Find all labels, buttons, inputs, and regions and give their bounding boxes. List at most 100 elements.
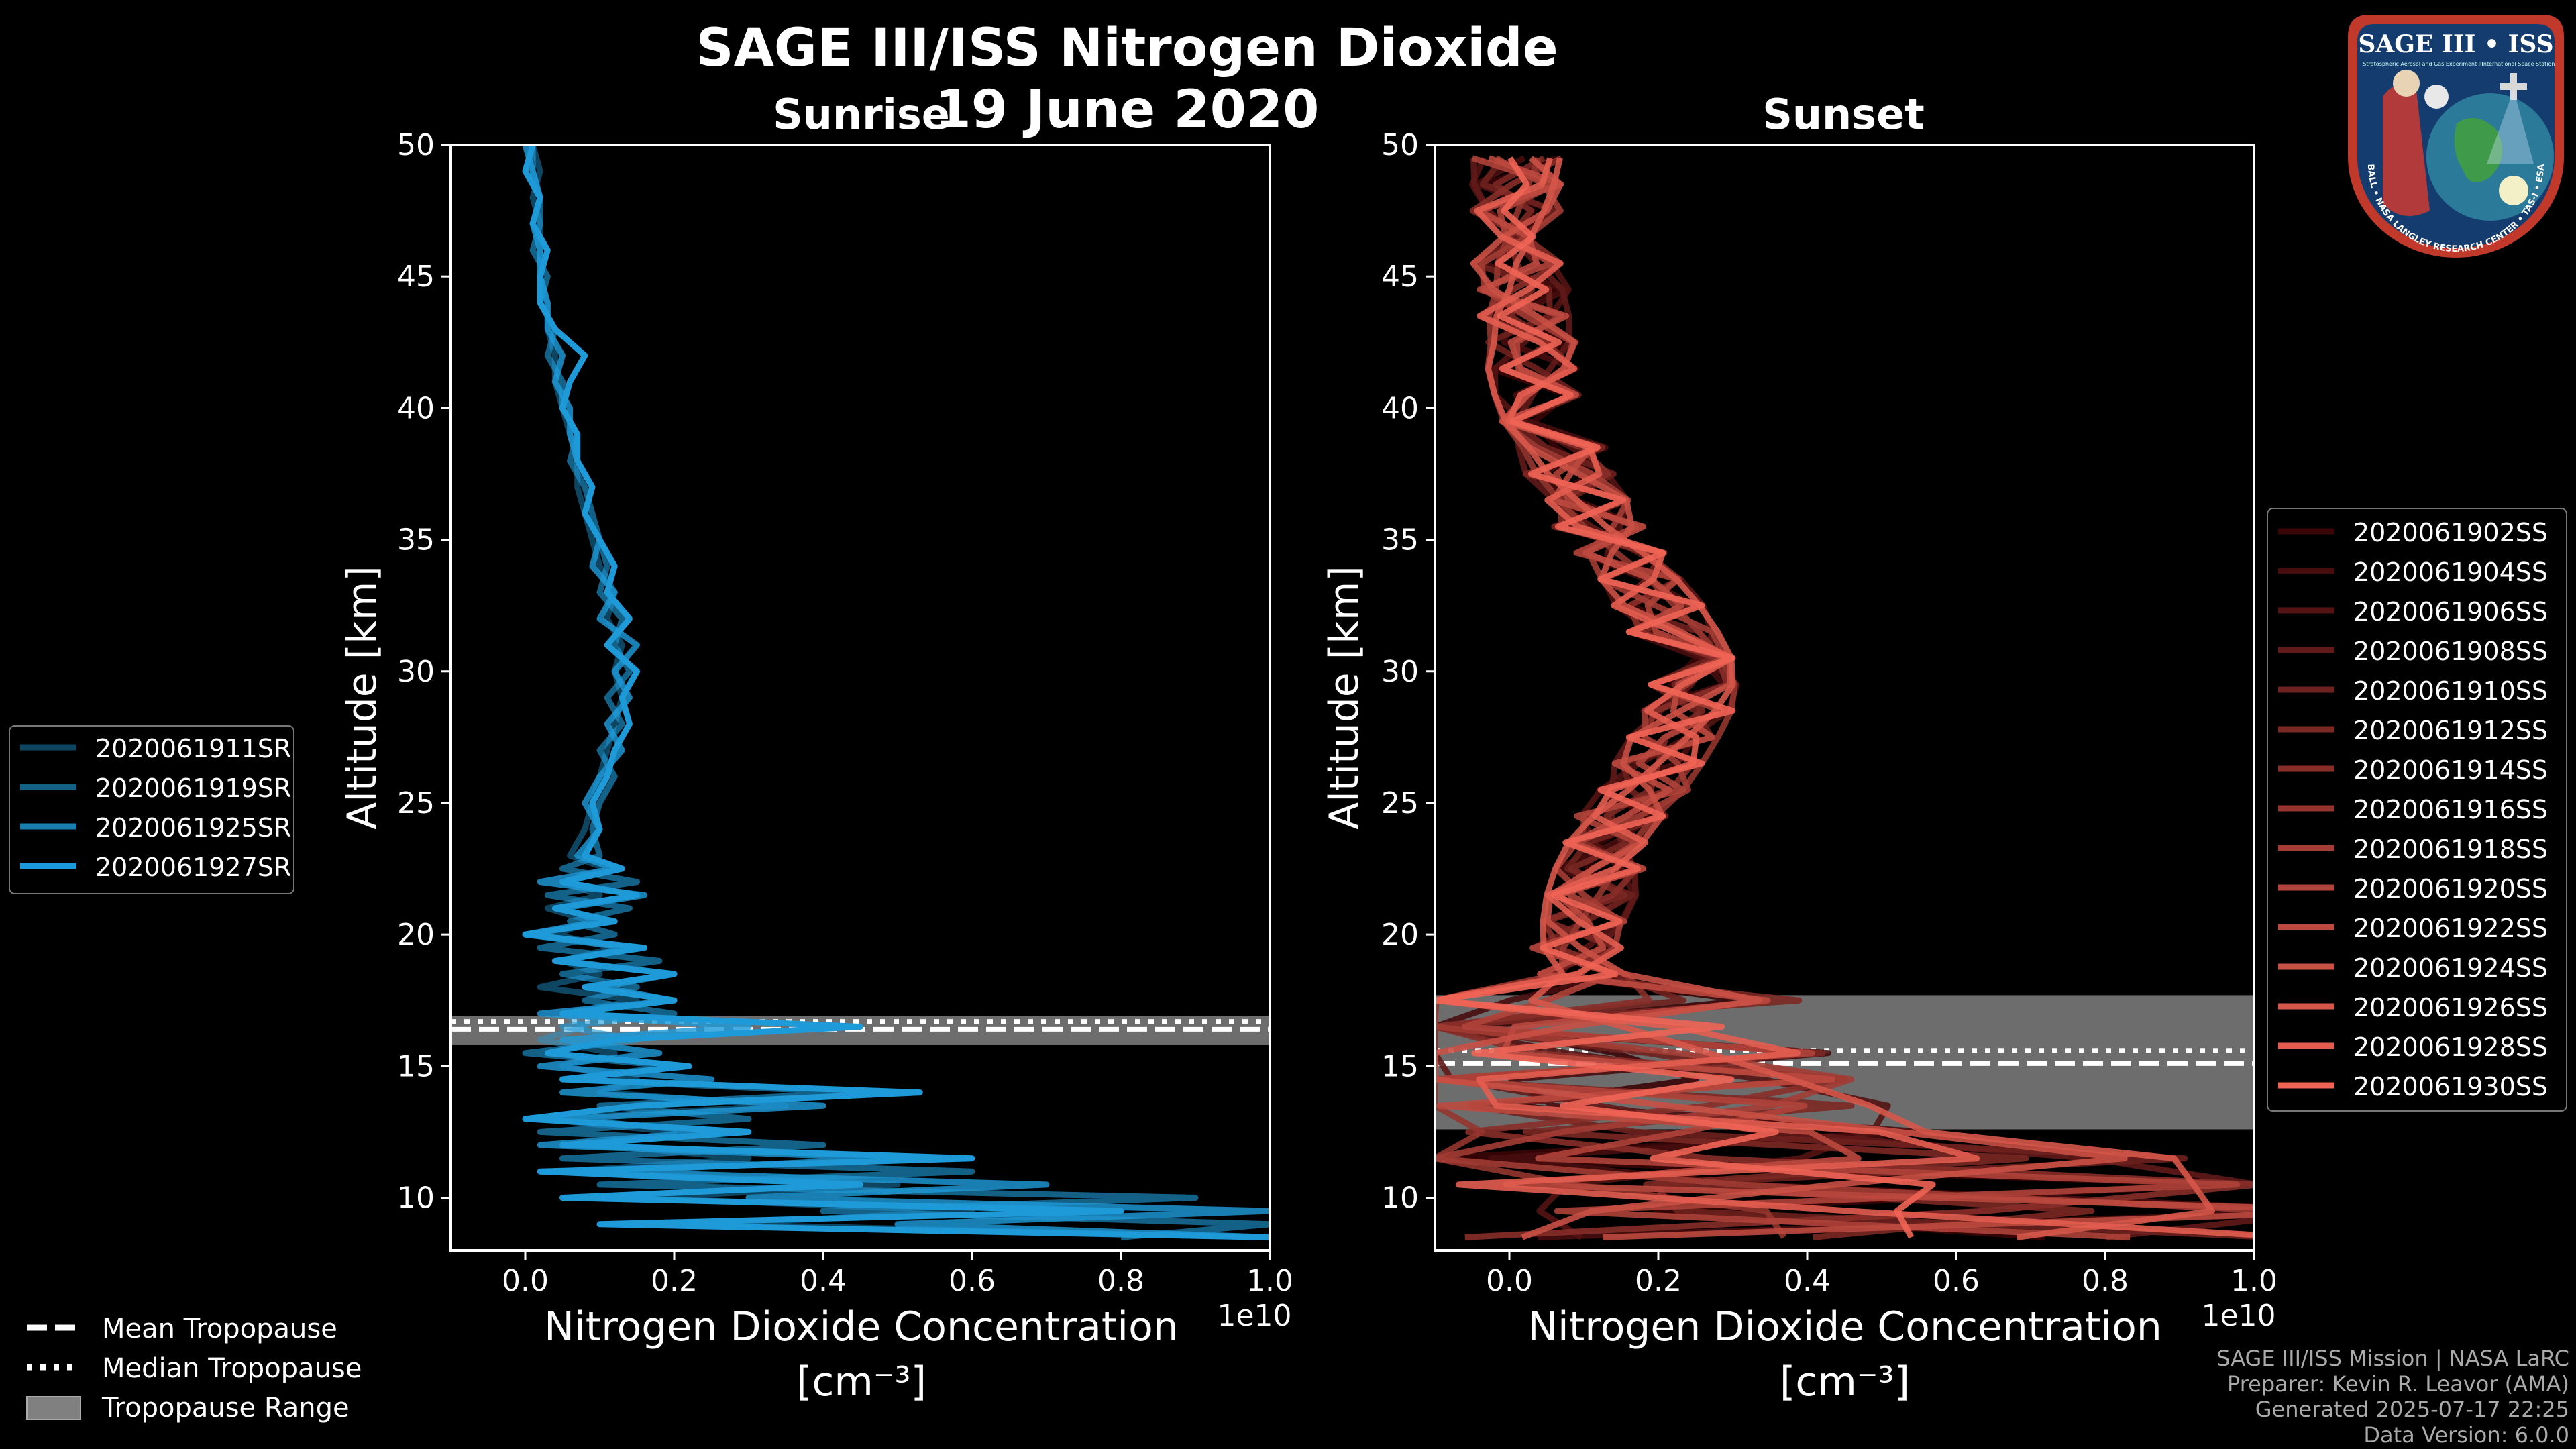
y-tick-label: 15 [1381,1049,1419,1083]
sunset-x-label: Nitrogen Dioxide Concentration [1527,1303,2162,1350]
y-tick-label: 30 [397,655,435,689]
figure-title: SAGE III/ISS Nitrogen Dioxide [696,18,1558,78]
sunrise-legend: 2020061911SR 2020061919SR 2020061925SR 2020… [9,725,294,894]
sunset-legend-label: 2020061906SS [2353,597,2548,627]
y-tick-label: 35 [397,523,435,557]
y-tick-label: 40 [397,391,435,425]
sunset-x-units: [cm⁻³] [1780,1358,1910,1405]
y-tick-label: 20 [397,918,435,952]
sunset-profile-line [1436,155,2254,1240]
sunrise-legend-label: 2020061911SR [95,734,291,763]
figure-date: 19 June 2020 [935,80,1320,140]
sunset-ticks: 0.0 0.2 0.4 0.6 0.8 1.0 10 15 20 25 30 35 40 45 50 [1381,128,2277,1298]
sunset-legend-label: 2020061914SS [2353,755,2548,785]
y-tick-label: 50 [1381,128,1419,162]
sunset-legend-label: 2020061912SS [2353,716,2548,745]
sunrise-legend-label: 2020061927SR [95,853,291,882]
sunset-legend-label: 2020061902SS [2353,518,2548,547]
logo-figure-head [2393,70,2420,97]
sunset-legend-label: 2020061910SS [2353,676,2548,706]
sunrise-legend-label: 2020061919SR [95,773,291,803]
sage-iii-iss-logo: SAGE III • ISS Stratospheric Aerosol and… [2348,15,2564,258]
x-tick-label: 0.0 [502,1264,549,1298]
x-tick-label: 1.0 [2231,1264,2277,1298]
sunset-legend-label: 2020061928SS [2353,1032,2548,1062]
logo-title: SAGE III • ISS [2358,30,2553,58]
median-tropopause-label: Median Tropopause [102,1353,362,1384]
logo-continent [2454,118,2502,182]
y-tick-label: 15 [397,1049,435,1083]
x-tick-label: 0.2 [1635,1264,1682,1298]
y-tick-label: 10 [1381,1181,1419,1216]
sunset-profile-line [1435,156,1936,1239]
x-tick-label: 0.4 [800,1264,847,1298]
sunset-legend-label: 2020061922SS [2353,914,2548,943]
y-tick-label: 20 [1381,918,1419,952]
sunset-profile-line [1435,157,2254,1238]
tropopause-range-swatch [26,1396,81,1420]
mean-tropopause-label: Mean Tropopause [102,1313,337,1344]
logo-sun [2499,176,2528,205]
footer-preparer: Preparer: Kevin R. Leavor (AMA) [2227,1371,2569,1397]
sunrise-panel-title: Sunrise [773,90,950,139]
sunrise-plot: 0.0 0.2 0.4 0.6 0.8 1.0 10 15 20 25 30 35 40 45 50 1e1… [339,128,1293,1405]
y-tick-label: 50 [397,128,435,162]
sunrise-y-label: Altitude [km] [339,566,386,830]
sunset-x-scale: 1e10 [2201,1299,2275,1333]
sunrise-profile-line [522,145,1270,1240]
sunset-legend-label: 2020061918SS [2353,835,2548,864]
tropopause-range-label: Tropopause Range [101,1393,350,1424]
sunset-axes-frame [1434,144,2255,1252]
tropopause-legend: Mean Tropopause Median Tropopause Tropop… [26,1313,362,1424]
sunrise-x-scale: 1e10 [1217,1299,1291,1333]
logo-moon [2424,85,2449,109]
sunset-y-label: Altitude [km] [1321,566,1368,830]
sunset-legend-label: 2020061916SS [2353,795,2548,824]
sunset-legend-label: 2020061924SS [2353,953,2548,983]
y-tick-label: 45 [1381,260,1419,294]
sunrise-x-label: Nitrogen Dioxide Concentration [544,1303,1179,1350]
sunset-legend-label: 2020061926SS [2353,993,2548,1022]
sunset-plot: 0.0 0.2 0.4 0.6 0.8 1.0 10 15 20 25 30 35 40 45 50 1e1… [1321,128,2277,1405]
sunrise-legend-label: 2020061925SR [95,813,291,843]
logo-subtitle-left: Stratospheric Aerosol and Gas Experiment… [2363,61,2483,67]
sunset-profile-line [1435,157,1787,1239]
x-tick-label: 0.6 [1933,1264,1980,1298]
y-tick-label: 45 [397,260,435,294]
x-tick-label: 0.8 [2082,1264,2129,1298]
footer-version: Data Version: 6.0.0 [2363,1422,2569,1448]
sunrise-x-units: [cm⁻³] [796,1358,926,1405]
logo-title-bar [2372,30,2540,59]
y-tick-label: 35 [1381,523,1419,557]
sunset-legend: 2020061902SS 2020061904SS 2020061906SS 2020… [2267,508,2567,1112]
sunrise-profiles [522,145,1270,1240]
sunset-legend-label: 2020061908SS [2353,637,2548,666]
footer-generated: Generated 2025-07-17 22:25 [2255,1397,2569,1422]
sunset-legend-label: 2020061920SS [2353,874,2548,904]
x-tick-label: 0.6 [949,1264,996,1298]
x-tick-label: 0.4 [1784,1264,1831,1298]
x-tick-label: 1.0 [1246,1264,1293,1298]
x-tick-label: 0.2 [651,1264,698,1298]
sunrise-legend-box [9,725,294,894]
logo-figure-robe [2383,85,2430,216]
footer: SAGE III/ISS Mission | NASA LaRC Prepare… [2216,1346,2569,1448]
sunset-legend-items: 2020061902SS 2020061904SS 2020061906SS 2020… [2278,518,2548,1102]
logo-iss-station [2500,73,2527,100]
y-tick-label: 25 [1381,786,1419,820]
y-tick-label: 10 [397,1181,435,1216]
sunset-profile-line [1435,156,2128,1240]
sunset-panel-title: Sunset [1762,90,1925,139]
sunset-profiles [1435,155,2254,1240]
x-tick-label: 0.0 [1486,1264,1533,1298]
sunset-legend-label: 2020061904SS [2353,557,2548,587]
sunset-legend-box [2267,508,2567,1112]
logo-subtitle-right: International Space Station [2482,61,2555,67]
y-tick-label: 25 [397,786,435,820]
sunrise-axes-frame [449,144,1271,1252]
y-tick-label: 40 [1381,391,1419,425]
sunrise-legend-items: 2020061911SR 2020061919SR 2020061925SR 2020… [20,734,291,882]
y-tick-label: 30 [1381,655,1419,689]
sunset-legend-label: 2020061930SS [2353,1072,2548,1102]
